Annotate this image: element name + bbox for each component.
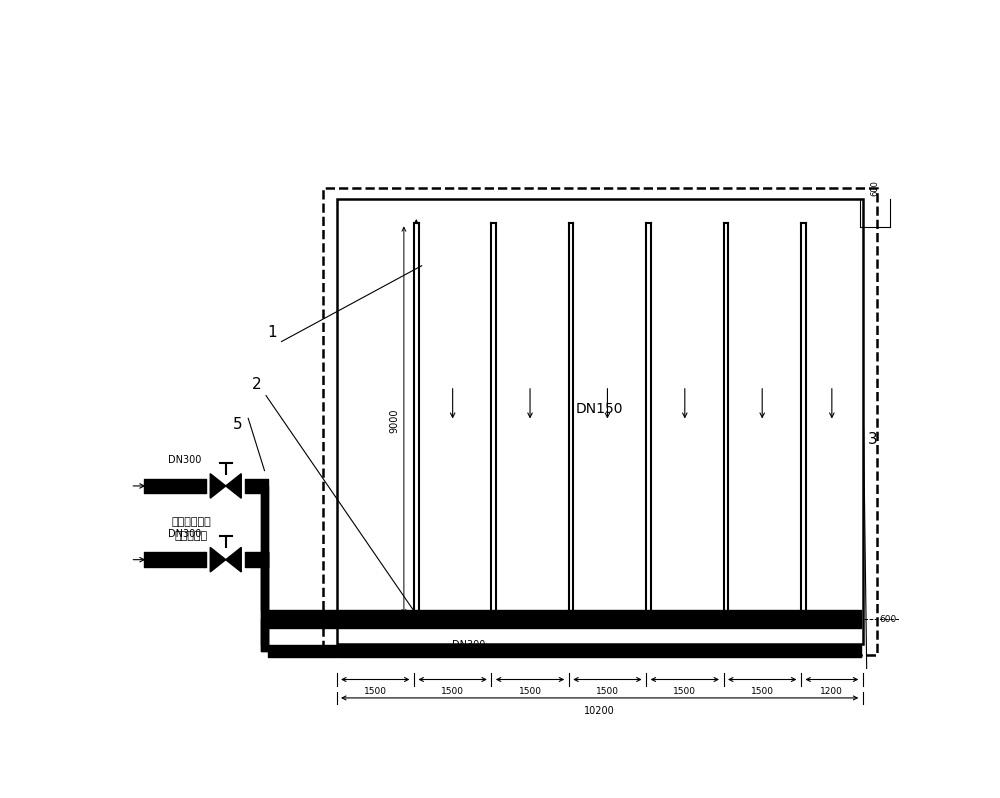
Polygon shape bbox=[226, 474, 241, 498]
Text: DN300: DN300 bbox=[168, 529, 202, 539]
Text: 1500: 1500 bbox=[441, 688, 464, 697]
Bar bbox=[337, 199, 863, 644]
Text: 1500: 1500 bbox=[596, 688, 619, 697]
Polygon shape bbox=[226, 547, 241, 572]
Text: 600: 600 bbox=[879, 614, 896, 624]
Text: 1500: 1500 bbox=[364, 688, 387, 697]
Text: 1500: 1500 bbox=[751, 688, 774, 697]
Polygon shape bbox=[210, 474, 226, 498]
Bar bbox=[323, 188, 877, 655]
Text: 10200: 10200 bbox=[584, 706, 615, 716]
Text: 管道泵加压至
各生产车间: 管道泵加压至 各生产车间 bbox=[171, 517, 211, 541]
Text: 5: 5 bbox=[233, 417, 242, 432]
Text: 3: 3 bbox=[868, 433, 878, 448]
Text: DN300: DN300 bbox=[452, 639, 485, 650]
Text: 600: 600 bbox=[871, 180, 880, 196]
Text: 1500: 1500 bbox=[519, 688, 542, 697]
Text: 9000: 9000 bbox=[390, 408, 400, 433]
Text: DN150: DN150 bbox=[576, 402, 623, 416]
Text: 1200: 1200 bbox=[820, 688, 843, 697]
Polygon shape bbox=[210, 547, 226, 572]
Text: DN300: DN300 bbox=[168, 455, 202, 465]
Text: 2: 2 bbox=[252, 377, 262, 392]
Text: 1: 1 bbox=[267, 325, 277, 340]
Text: 1500: 1500 bbox=[673, 688, 696, 697]
